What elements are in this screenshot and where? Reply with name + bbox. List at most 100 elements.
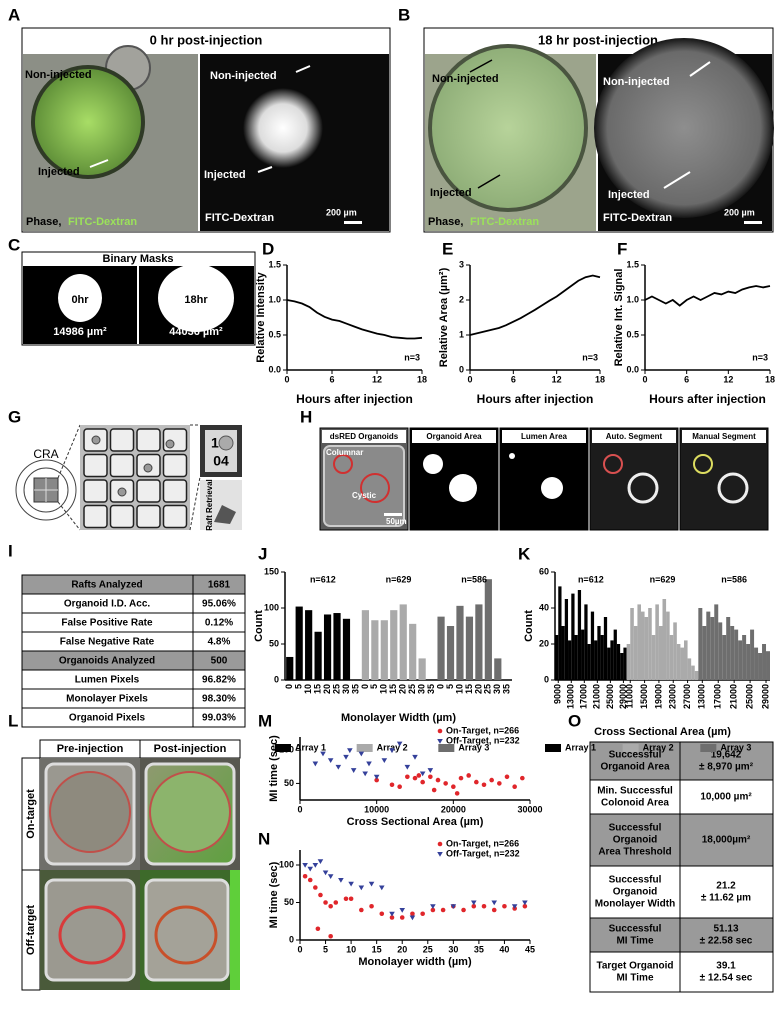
scale-bar: [344, 221, 362, 224]
mask: [423, 454, 443, 474]
x-tick-label: 29000: [618, 684, 628, 709]
segment-header: [412, 430, 496, 443]
point: [405, 774, 410, 780]
x-tick-label: 10: [346, 944, 356, 954]
x-tick-label: 30000: [517, 804, 542, 814]
x-tick-label: 5: [445, 684, 455, 689]
y-tick-label: 0.0: [268, 364, 281, 374]
point: [461, 907, 466, 913]
point: [419, 771, 426, 777]
x-tick-label: 0: [642, 374, 647, 384]
fluorescence: [594, 38, 774, 218]
point: [378, 885, 385, 891]
y-tick-label: 150: [264, 566, 279, 576]
point: [481, 903, 487, 909]
point: [327, 758, 334, 764]
x-tick-label: 23000: [668, 684, 678, 709]
point: [322, 870, 329, 876]
x-tick-label: 0: [297, 804, 302, 814]
scale-bar: [384, 513, 402, 516]
bar: [734, 629, 739, 680]
x-tick-label: 0: [435, 684, 445, 689]
x-tick-label: 10: [379, 684, 389, 694]
mask: [449, 474, 477, 502]
point: [471, 903, 477, 909]
segment-title: Organoid Area: [426, 432, 482, 441]
annotation: n=3: [404, 352, 420, 362]
bar: [600, 635, 604, 680]
well: [162, 453, 188, 478]
point: [328, 933, 333, 939]
point: [512, 784, 517, 790]
raft: [323, 445, 405, 527]
panel-letter: A: [8, 5, 20, 24]
bar: [399, 604, 407, 680]
legend-label: Array 3: [458, 742, 489, 752]
point: [420, 911, 425, 917]
table-text: 10,000 µm²: [700, 792, 752, 803]
bar: [603, 617, 608, 680]
bar: [648, 608, 652, 680]
bar: [561, 626, 565, 680]
point: [312, 863, 319, 868]
x-tick-label: 0: [284, 374, 289, 384]
point: [307, 866, 314, 872]
legend-swatch: [275, 744, 291, 752]
x-tick-label: 10: [303, 684, 313, 694]
x-tick-label: 13000: [697, 684, 707, 709]
point: [440, 907, 446, 913]
x-tick-label: 6: [329, 374, 334, 384]
organoid: [58, 905, 126, 965]
bar: [680, 647, 684, 680]
segment-title: Manual Segment: [692, 432, 756, 441]
x-tick-label: 20: [397, 944, 407, 954]
bar: [694, 671, 699, 680]
pointer: [469, 59, 493, 73]
y-tick-label: 40: [539, 602, 549, 612]
point: [522, 900, 528, 906]
table-text: Successful: [609, 823, 662, 834]
point: [458, 775, 464, 781]
mask: [509, 453, 515, 459]
fluorescence: [243, 88, 323, 168]
x-tick-label: 6: [511, 374, 516, 384]
y-tick-label: 50: [284, 897, 294, 907]
point: [489, 777, 494, 783]
legend-label: Off-Target, n=232: [446, 848, 520, 858]
well: [83, 479, 108, 503]
bar: [475, 604, 483, 680]
raft-id: 1: [211, 435, 219, 451]
well: [83, 453, 108, 478]
point: [359, 907, 364, 913]
table-cell: [192, 707, 246, 728]
bar: [706, 611, 711, 680]
x-tick-label: 13000: [566, 684, 576, 709]
x-tick-label: 11000: [625, 684, 635, 709]
point: [362, 771, 368, 777]
table-cell: [589, 813, 681, 867]
bar: [666, 611, 670, 680]
table-text: 0.12%: [205, 618, 233, 629]
group-n: n=612: [578, 574, 604, 584]
pointer: [689, 61, 711, 77]
point: [379, 911, 385, 917]
caption: FITC-Dextran: [470, 216, 539, 228]
point: [348, 896, 354, 902]
image-label: Non-injected: [432, 73, 499, 85]
point: [410, 911, 415, 917]
connector: [57, 424, 81, 479]
x-tick-label: 15: [464, 684, 474, 694]
y-tick-label: 1.5: [268, 259, 281, 269]
bar: [446, 626, 455, 680]
point: [327, 874, 334, 880]
organoid: [360, 473, 390, 503]
legend-swatch: [700, 744, 717, 752]
point: [399, 908, 406, 913]
point: [397, 784, 402, 790]
y-axis-label: MI time (sec): [268, 735, 280, 802]
bar: [623, 647, 627, 680]
panel-letter: L: [8, 711, 18, 730]
x-tick-label: 6: [684, 374, 689, 384]
mask-label: 18hr: [184, 294, 208, 306]
point: [451, 784, 456, 790]
